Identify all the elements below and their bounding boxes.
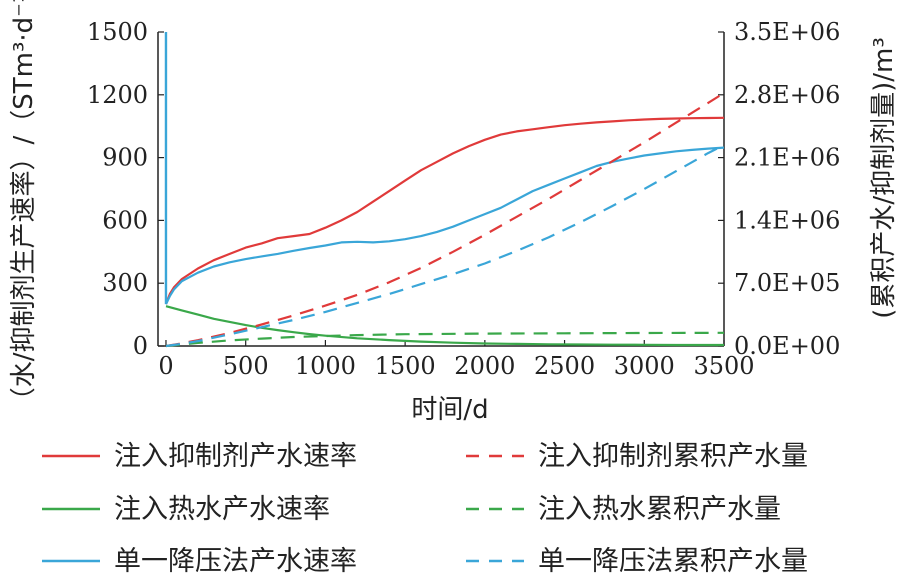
series-line-5 <box>165 331 725 348</box>
right-y-tick-label: 3.5E+06 <box>734 18 840 46</box>
left-y-tick-label: 900 <box>102 144 148 172</box>
legend-item-1: 注入抑制剂产水速率 <box>42 441 357 472</box>
legend-item-6: 单一降压法累积产水量 <box>466 546 808 577</box>
legend-label: 单一降压法产水速率 <box>114 546 357 577</box>
series-line-4 <box>165 92 725 348</box>
legend-label: 注入热水产水速率 <box>114 494 330 525</box>
right-y-tick-label: 2.1E+06 <box>734 144 840 172</box>
series-layer <box>164 32 725 348</box>
legend-item-3: 单一降压法产水速率 <box>42 546 357 577</box>
right-y-tick-label: 2.8E+06 <box>734 81 840 109</box>
series-line-6 <box>165 144 725 348</box>
left-y-tick-label: 300 <box>102 269 148 297</box>
legend-item-4: 注入抑制剂累积产水量 <box>466 441 808 472</box>
legend-item-2: 注入热水产水速率 <box>42 494 330 525</box>
x-tick-label: 3000 <box>614 352 675 380</box>
right-y-axis-label: (累积产水/抑制剂量)/m³ <box>869 37 899 319</box>
right-y-tick-label: 0.0E+00 <box>734 332 840 360</box>
series-line-1 <box>164 116 725 305</box>
series-line-2 <box>165 305 724 347</box>
right-y-tick-label: 7.0E+05 <box>734 269 840 297</box>
left-y-tick-label: 0 <box>133 332 148 360</box>
x-axis-label: 时间/d <box>411 395 488 425</box>
x-tick-label: 2000 <box>454 352 515 380</box>
left-y-tick-label: 1500 <box>87 18 148 46</box>
right-y-tick-label: 1.4E+06 <box>734 206 840 234</box>
legend-label: 单一降压法累积产水量 <box>538 546 808 577</box>
legend-label: 注入抑制剂产水速率 <box>114 441 357 472</box>
left-y-tick-label: 600 <box>102 206 148 234</box>
x-tick-label: 1500 <box>375 352 436 380</box>
x-tick-label: 1000 <box>295 352 356 380</box>
legend-label: 注入抑制剂累积产水量 <box>538 441 808 472</box>
x-tick-label: 0 <box>158 352 173 380</box>
x-tick-label: 2500 <box>534 352 595 380</box>
axes <box>157 31 725 347</box>
legend-item-5: 注入热水累积产水量 <box>466 494 781 525</box>
tick-labels: 0 500 1000 1500 2000 2500 3000 3500 0 300 600 900 12… <box>87 18 840 380</box>
series-line-3 <box>165 146 725 305</box>
left-y-axis-label: （水/抑制剂生产速率）/（STm³·d⁻¹） <box>9 0 39 413</box>
legend-label: 注入热水累积产水量 <box>538 494 781 525</box>
x-tick-label: 500 <box>223 352 269 380</box>
left-y-tick-label: 1200 <box>87 81 148 109</box>
x-tick-label: 3500 <box>693 352 754 380</box>
